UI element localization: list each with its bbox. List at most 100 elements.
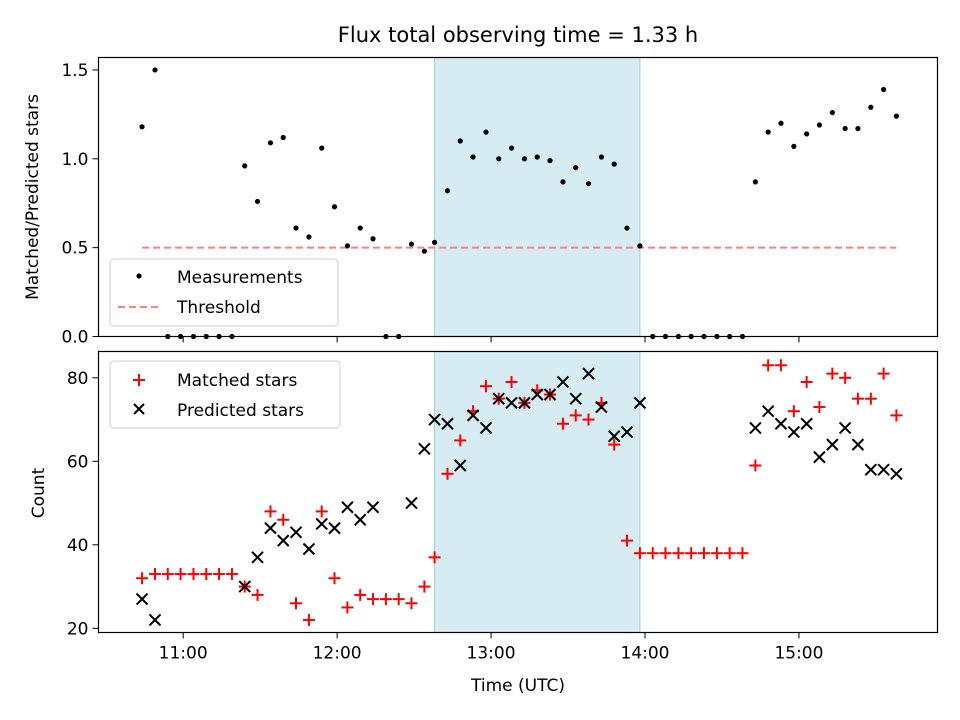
matched-star-point	[659, 547, 672, 560]
predicted-star-point	[428, 413, 441, 426]
measurement-point	[534, 154, 540, 160]
measurement-point	[470, 154, 476, 160]
matched-star-point	[341, 601, 354, 614]
predicted-star-point	[148, 613, 162, 627]
matched-star-point	[800, 375, 813, 388]
x-axis-label: Time (UTC)	[470, 676, 565, 696]
predicted-star-point	[608, 430, 621, 443]
predicted-stars-series	[135, 367, 903, 627]
predicted-star-point	[556, 375, 570, 389]
matched-star-point	[354, 588, 367, 601]
top-legend-box	[109, 258, 339, 327]
predicted-star-point	[353, 513, 367, 526]
measurement-point	[611, 161, 617, 167]
predicted-star-point	[518, 396, 531, 410]
matched-star-point	[890, 409, 903, 422]
predicted-star-point	[479, 421, 493, 435]
bottom-shaded-span	[434, 351, 641, 633]
measurement-point	[829, 109, 835, 116]
measurement-point	[152, 67, 158, 73]
predicted-star-point	[302, 542, 316, 556]
top-legend: Measurements Threshold	[109, 258, 339, 327]
bottom-x-axis: 11:00 12:00 13:00 14:00 15:00	[159, 632, 823, 664]
predicted-star-point	[454, 459, 467, 472]
matched-star-point	[864, 392, 877, 405]
measurements-series	[139, 67, 899, 340]
matched-star-point	[556, 417, 569, 430]
measurement-point	[765, 129, 771, 135]
predicted-star-point	[864, 463, 878, 476]
measurement-point	[778, 120, 784, 126]
bottom-panel: 20 40 60 80 11:00 12:00 13:00 14:00 15:00 Count…	[29, 350, 939, 696]
measurement-point	[139, 124, 145, 130]
top-x-ticks	[182, 336, 800, 343]
matched-star-point	[672, 547, 685, 560]
predicted-star-point	[543, 388, 557, 401]
predicted-star-point	[761, 405, 775, 418]
predicted-star-point	[890, 467, 903, 481]
matched-star-point	[454, 434, 467, 447]
matched-star-point	[877, 367, 890, 380]
bottom-y-tick-label: 40	[67, 536, 89, 556]
matched-star-point	[213, 568, 226, 581]
matched-star-point	[826, 367, 839, 380]
measurement-point	[842, 125, 848, 132]
predicted-star-point	[418, 442, 431, 455]
measurement-point	[868, 104, 874, 110]
matched-star-point	[161, 568, 174, 581]
predicted-star-point	[366, 501, 380, 514]
matched-star-point	[405, 597, 418, 610]
predicted-star-point	[492, 392, 505, 405]
measurement-point	[306, 234, 312, 240]
matched-star-point	[174, 568, 187, 581]
matched-star-point	[302, 613, 315, 626]
matched-star-point	[290, 597, 303, 610]
matched-star-point	[136, 572, 149, 585]
matched-star-point	[749, 459, 762, 472]
predicted-star-point	[405, 496, 418, 510]
predicted-star-point	[238, 580, 251, 593]
measurement-point	[547, 157, 553, 164]
predicted-star-point	[441, 417, 454, 430]
measurement-point	[408, 241, 415, 247]
matched-star-point	[569, 409, 582, 422]
predicted-star-point	[135, 592, 149, 606]
matched-star-point	[148, 568, 161, 581]
bottom-legend-box	[109, 360, 341, 429]
predicted-star-point	[620, 425, 634, 439]
chart-title: Flux total observing time = 1.33 h	[338, 23, 698, 47]
predicted-star-point	[582, 367, 595, 380]
matched-star-point	[277, 513, 290, 526]
measurement-point	[508, 145, 515, 151]
matched-star-point	[813, 401, 826, 414]
predicted-star-point	[315, 517, 328, 531]
matched-star-point	[723, 547, 736, 560]
predicted-star-point	[531, 388, 544, 401]
matched-star-point	[851, 392, 864, 405]
matched-star-point	[774, 359, 787, 372]
predicted-star-point	[289, 526, 303, 539]
measurement-point	[280, 134, 286, 141]
measurement-point	[816, 122, 823, 128]
predicted-star-point	[505, 396, 518, 410]
matched-star-point	[685, 547, 698, 560]
top-y-tick-label: 0.5	[61, 239, 88, 259]
predicted-star-point	[341, 501, 354, 514]
legend-predicted-marker	[133, 403, 145, 415]
matched-star-point	[736, 547, 749, 560]
matched-star-point	[428, 551, 441, 564]
top-axes-frame	[97, 56, 939, 338]
matched-stars-series	[136, 359, 903, 626]
measurement-point	[254, 198, 261, 205]
measurement-point	[344, 243, 351, 249]
predicted-star-point	[633, 396, 647, 410]
measurement-point	[573, 165, 579, 171]
measurement-point	[804, 131, 810, 137]
measurement-point	[855, 125, 861, 132]
measurement-point	[319, 145, 325, 151]
measurement-point	[752, 179, 758, 185]
predicted-star-point	[774, 417, 788, 430]
measurement-point	[637, 243, 643, 249]
measurement-point	[357, 225, 363, 231]
matched-star-point	[839, 371, 852, 384]
